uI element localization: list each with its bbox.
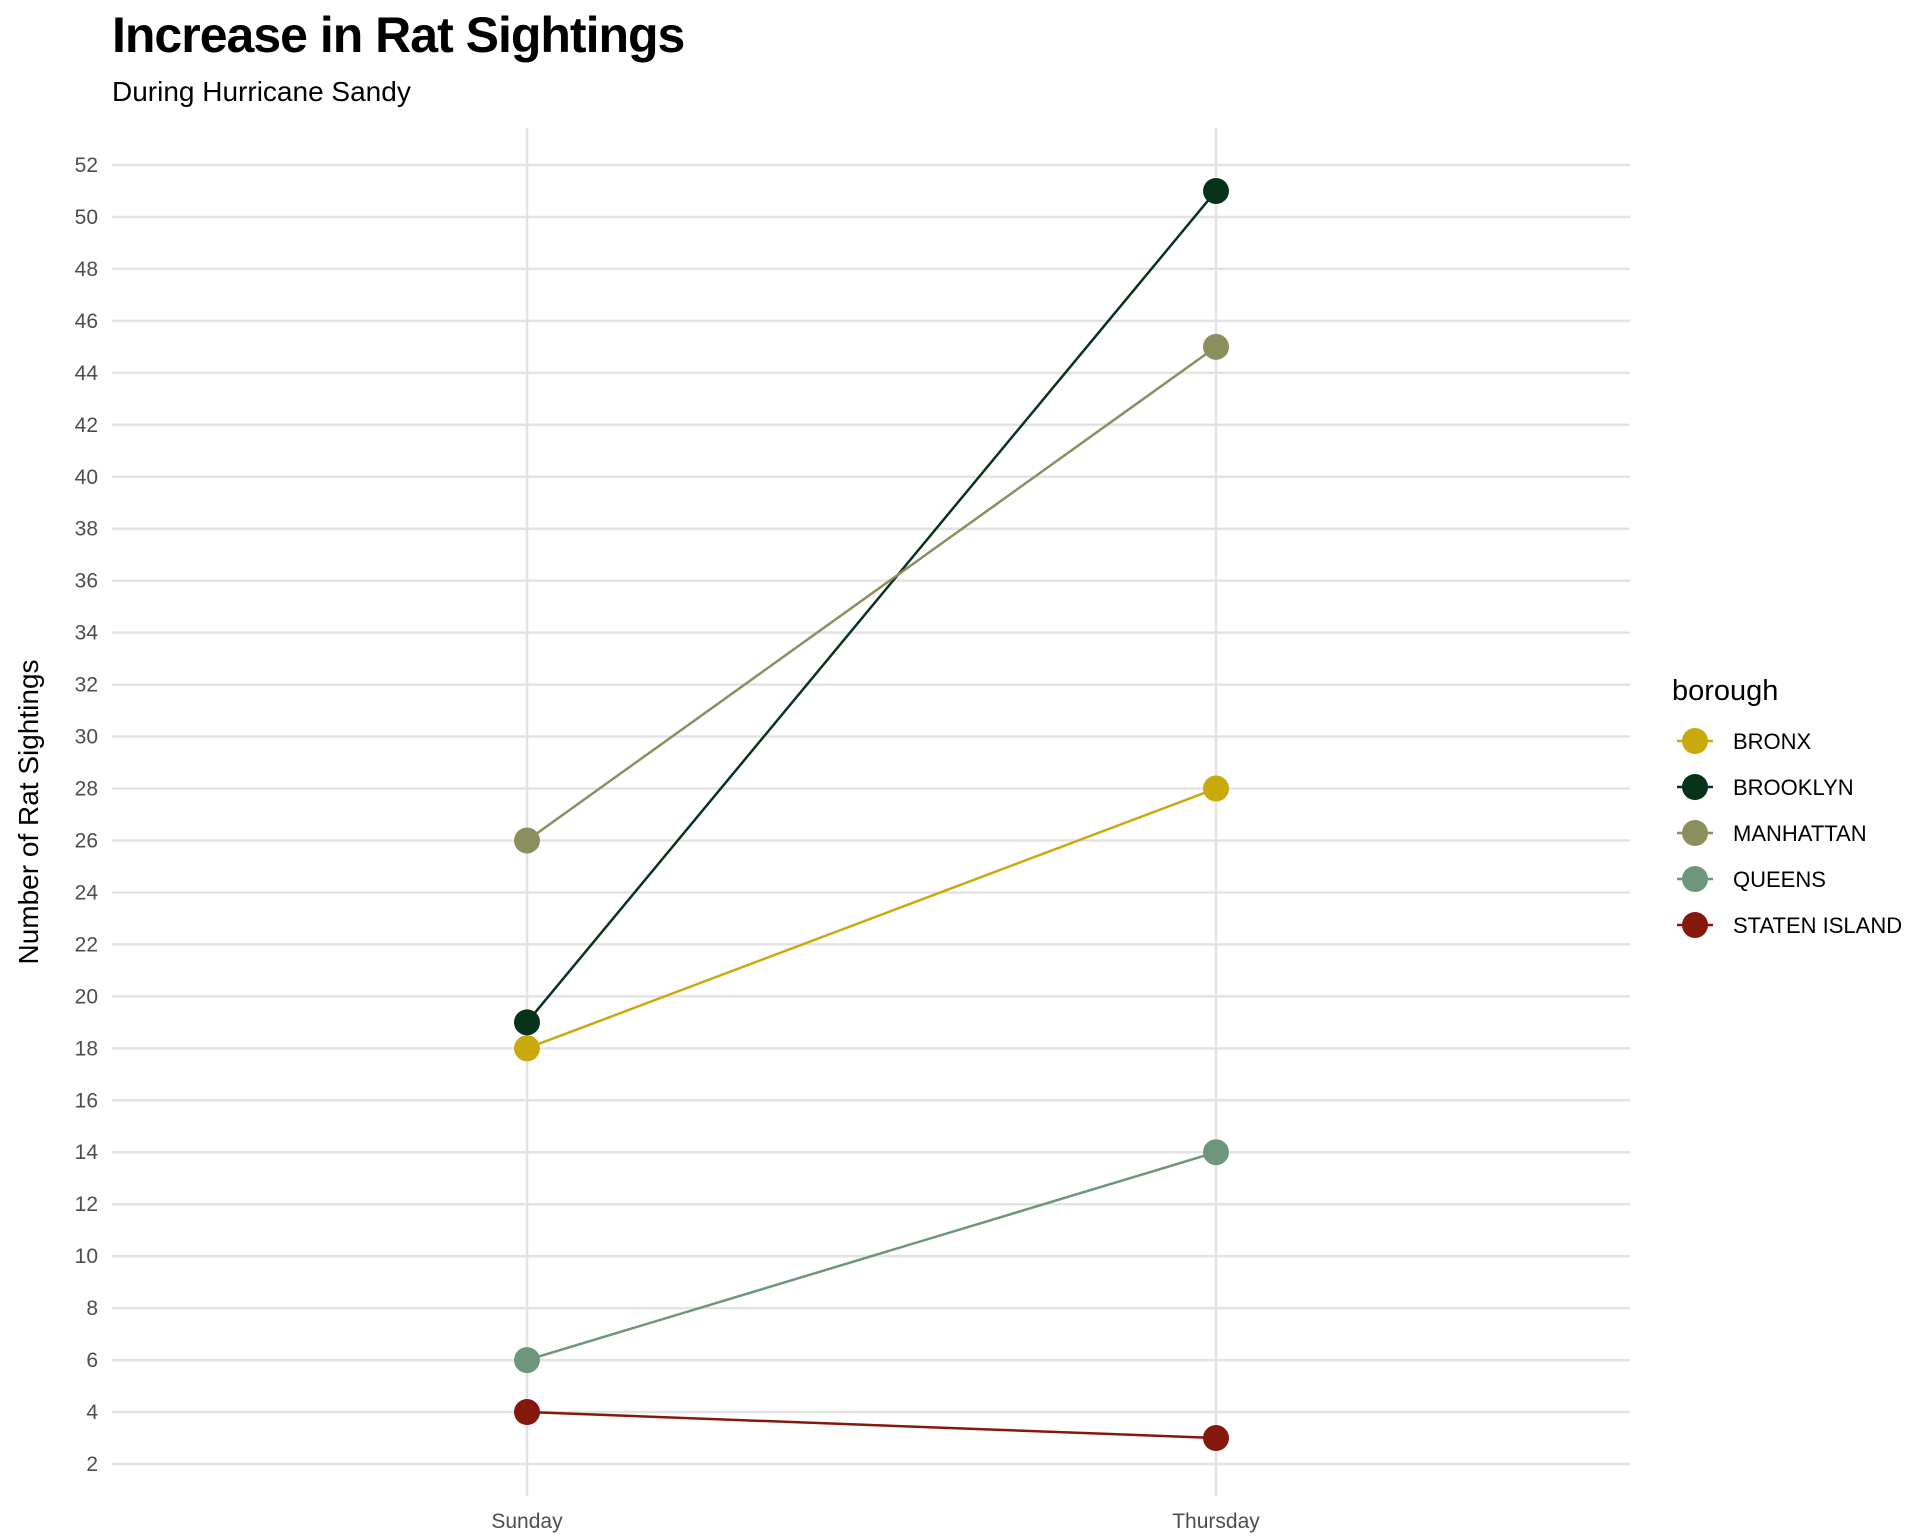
y-tick-label: 8 bbox=[86, 1297, 98, 1320]
series-lines bbox=[526, 190, 1217, 1440]
y-axis-ticks: 2468101214161820222426283032343638404244… bbox=[75, 154, 99, 1476]
legend-label: QUEENS bbox=[1733, 867, 1826, 892]
x-tick-label: Sunday bbox=[491, 1510, 563, 1533]
legend-label: STATEN ISLAND bbox=[1733, 913, 1902, 938]
y-tick-label: 20 bbox=[75, 985, 98, 1008]
chart-subtitle: During Hurricane Sandy bbox=[112, 76, 411, 107]
legend-key-point bbox=[1682, 912, 1708, 938]
series-line bbox=[526, 1410, 1217, 1440]
data-point bbox=[514, 1347, 540, 1374]
y-axis-title: Number of Rat Sightings bbox=[13, 659, 44, 964]
y-tick-label: 52 bbox=[75, 154, 98, 177]
series-line bbox=[526, 787, 1217, 1050]
y-tick-label: 40 bbox=[75, 466, 98, 489]
legend-label: BROOKLYN bbox=[1733, 775, 1854, 800]
data-point bbox=[514, 1035, 540, 1062]
y-tick-label: 12 bbox=[75, 1193, 98, 1216]
legend-key-point bbox=[1682, 866, 1708, 892]
data-point bbox=[514, 1399, 540, 1426]
y-tick-label: 50 bbox=[75, 206, 98, 229]
y-tick-label: 14 bbox=[75, 1141, 99, 1164]
data-point bbox=[1203, 1425, 1229, 1452]
legend-key-point bbox=[1682, 728, 1708, 754]
data-point bbox=[1203, 775, 1229, 802]
y-tick-label: 44 bbox=[75, 362, 99, 385]
legend: borough BRONX BROOKLYN MANHATTAN QUEENS STAT… bbox=[1672, 675, 1902, 938]
series-line bbox=[526, 1151, 1217, 1362]
y-tick-label: 18 bbox=[75, 1037, 98, 1060]
legend-title: borough bbox=[1672, 675, 1778, 707]
y-tick-label: 4 bbox=[86, 1401, 98, 1424]
series-line bbox=[526, 190, 1217, 1024]
y-tick-label: 48 bbox=[75, 258, 98, 281]
data-point bbox=[1203, 333, 1229, 360]
legend-label: MANHATTAN bbox=[1733, 821, 1867, 846]
data-point bbox=[514, 827, 540, 854]
y-tick-label: 42 bbox=[75, 414, 98, 437]
y-tick-label: 2 bbox=[86, 1453, 98, 1476]
data-point bbox=[514, 1009, 540, 1036]
series-points bbox=[514, 177, 1229, 1452]
grid-lines bbox=[112, 128, 1630, 1496]
y-tick-label: 10 bbox=[75, 1245, 98, 1268]
legend-label: BRONX bbox=[1733, 729, 1812, 754]
y-tick-label: 6 bbox=[86, 1349, 98, 1372]
series-line bbox=[526, 345, 1217, 842]
y-tick-label: 46 bbox=[75, 310, 98, 333]
chart-title: Increase in Rat Sightings bbox=[112, 7, 685, 63]
y-tick-label: 30 bbox=[75, 726, 98, 749]
y-tick-label: 22 bbox=[75, 933, 98, 956]
y-tick-label: 24 bbox=[75, 881, 99, 904]
data-point bbox=[1203, 177, 1229, 204]
y-tick-label: 26 bbox=[75, 829, 98, 852]
y-tick-label: 34 bbox=[75, 622, 99, 645]
x-axis-ticks: Sunday Thursday bbox=[491, 1510, 1260, 1533]
y-tick-label: 38 bbox=[75, 518, 98, 541]
y-tick-label: 16 bbox=[75, 1089, 98, 1112]
legend-key-point bbox=[1682, 774, 1708, 800]
y-tick-label: 36 bbox=[75, 570, 98, 593]
x-tick-label: Thursday bbox=[1172, 1510, 1260, 1533]
legend-key-point bbox=[1682, 820, 1708, 846]
data-point bbox=[1203, 1139, 1229, 1166]
y-tick-label: 32 bbox=[75, 674, 98, 697]
y-tick-label: 28 bbox=[75, 778, 98, 801]
